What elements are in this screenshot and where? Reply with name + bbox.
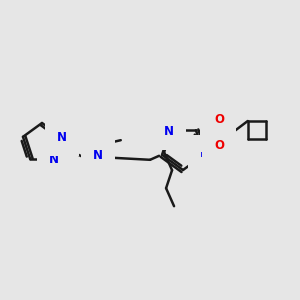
Text: N: N [49,153,59,166]
Text: O: O [214,113,224,126]
Text: N: N [164,125,174,138]
Text: O: O [214,139,224,152]
Text: N: N [57,131,67,144]
Text: N: N [200,147,210,160]
Text: S: S [213,126,223,139]
Text: N: N [93,149,103,162]
